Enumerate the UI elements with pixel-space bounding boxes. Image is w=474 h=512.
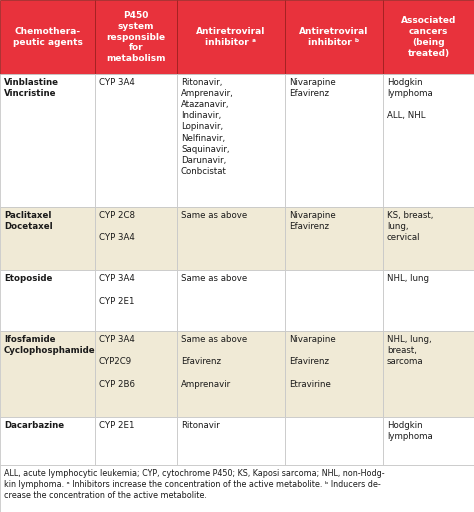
Text: KS, breast,
lung,
cervical: KS, breast, lung, cervical — [387, 210, 433, 242]
Text: CYP 3A4

CYP 2E1: CYP 3A4 CYP 2E1 — [99, 274, 135, 306]
Text: CYP 2C8

CYP 3A4: CYP 2C8 CYP 3A4 — [99, 210, 135, 242]
Bar — [383, 74, 474, 206]
Bar — [95, 417, 177, 465]
Text: Ritonavir: Ritonavir — [181, 421, 220, 430]
Text: Antiretroviral
inhibitor ᵃ: Antiretroviral inhibitor ᵃ — [196, 27, 266, 47]
Bar — [0, 331, 95, 417]
Bar — [95, 331, 177, 417]
Text: Nivarapine
Efavirenz: Nivarapine Efavirenz — [289, 210, 336, 230]
Text: Same as above: Same as above — [181, 274, 247, 284]
Bar — [177, 0, 285, 74]
Bar — [285, 331, 383, 417]
Text: ALL, acute lymphocytic leukemia; CYP, cytochrome P450; KS, Kaposi sarcoma; NHL, : ALL, acute lymphocytic leukemia; CYP, cy… — [4, 469, 384, 500]
Bar — [0, 74, 95, 206]
Bar — [0, 206, 95, 270]
Text: CYP 3A4: CYP 3A4 — [99, 78, 135, 87]
Bar — [383, 417, 474, 465]
Bar — [95, 0, 177, 74]
Bar — [383, 206, 474, 270]
Text: Nivarapine

Efavirenz

Etravirine: Nivarapine Efavirenz Etravirine — [289, 335, 336, 389]
Bar — [95, 206, 177, 270]
Text: Paclitaxel
Docetaxel: Paclitaxel Docetaxel — [4, 210, 53, 230]
Bar — [0, 465, 474, 512]
Bar — [383, 0, 474, 74]
Text: Etoposide: Etoposide — [4, 274, 52, 284]
Bar — [177, 74, 285, 206]
Bar — [95, 74, 177, 206]
Bar — [177, 417, 285, 465]
Bar — [95, 270, 177, 331]
Text: Antiretroviral
inhibitor ᵇ: Antiretroviral inhibitor ᵇ — [299, 27, 369, 47]
Text: Hodgkin
lymphoma: Hodgkin lymphoma — [387, 421, 433, 441]
Text: Associated
cancers
(being
treated): Associated cancers (being treated) — [401, 16, 456, 58]
Bar — [177, 270, 285, 331]
Text: Same as above: Same as above — [181, 210, 247, 220]
Text: Dacarbazine: Dacarbazine — [4, 421, 64, 430]
Bar — [383, 270, 474, 331]
Bar — [285, 417, 383, 465]
Bar — [0, 270, 95, 331]
Bar — [285, 74, 383, 206]
Bar — [0, 417, 95, 465]
Text: Ifosfamide
Cyclophosphamide: Ifosfamide Cyclophosphamide — [4, 335, 96, 355]
Text: Nivarapine
Efavirenz: Nivarapine Efavirenz — [289, 78, 336, 98]
Bar — [383, 331, 474, 417]
Text: NHL, lung: NHL, lung — [387, 274, 429, 284]
Text: CYP 3A4

CYP2C9

CYP 2B6: CYP 3A4 CYP2C9 CYP 2B6 — [99, 335, 135, 389]
Text: Vinblastine
Vincristine: Vinblastine Vincristine — [4, 78, 59, 98]
Text: Hodgkin
lymphoma

ALL, NHL: Hodgkin lymphoma ALL, NHL — [387, 78, 433, 120]
Text: CYP 2E1: CYP 2E1 — [99, 421, 135, 430]
Bar — [285, 270, 383, 331]
Bar — [285, 206, 383, 270]
Text: P450
system
responsible
for
metabolism: P450 system responsible for metabolism — [106, 11, 166, 63]
Text: Ritonavir,
Amprenavir,
Atazanavir,
Indinavir,
Lopinavir,
Nelfinavir,
Saquinavir,: Ritonavir, Amprenavir, Atazanavir, Indin… — [181, 78, 234, 176]
Bar — [177, 331, 285, 417]
Text: Chemothera-
peutic agents: Chemothera- peutic agents — [13, 27, 82, 47]
Bar — [177, 206, 285, 270]
Text: Same as above

Efavirenz

Amprenavir: Same as above Efavirenz Amprenavir — [181, 335, 247, 389]
Bar — [285, 0, 383, 74]
Text: NHL, lung,
breast,
sarcoma: NHL, lung, breast, sarcoma — [387, 335, 432, 367]
Bar — [0, 0, 95, 74]
